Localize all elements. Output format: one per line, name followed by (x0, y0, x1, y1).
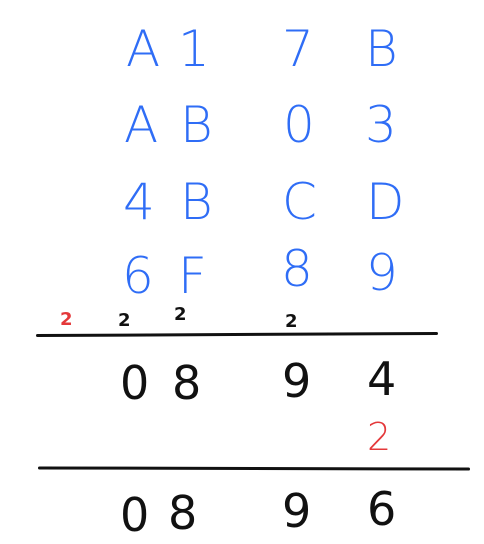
digit: F (178, 247, 207, 305)
digit: 1 (178, 20, 210, 78)
digit: B (180, 96, 213, 154)
digit: B (180, 173, 213, 231)
carry-digit-red: 2 (60, 309, 73, 330)
result-digit: 4 (367, 352, 397, 406)
digit: 7 (282, 20, 314, 78)
digit: D (366, 173, 405, 231)
carry-digit: 2 (118, 310, 131, 331)
sum-line-1 (35, 331, 439, 338)
digit: 3 (365, 96, 397, 154)
digit: B (365, 20, 398, 78)
digit: 6 (122, 247, 154, 305)
sum-line-2 (37, 466, 471, 471)
final-digit: 0 (120, 488, 150, 542)
result-digit: 8 (172, 356, 202, 410)
digit: 9 (366, 244, 398, 302)
final-digit: 6 (367, 482, 397, 536)
final-digit: 9 (282, 484, 312, 538)
digit: 0 (283, 96, 315, 154)
digit: 8 (281, 240, 313, 298)
digit: A (124, 96, 159, 154)
digit: 4 (123, 173, 155, 231)
second-carry: 2 (367, 415, 392, 459)
digit: A (126, 20, 161, 78)
carry-digit: 2 (174, 304, 187, 325)
digit: C (282, 173, 317, 231)
result-digit: 9 (282, 354, 312, 408)
result-digit: 0 (120, 356, 150, 410)
final-digit: 8 (168, 486, 198, 540)
carry-digit: 2 (285, 311, 298, 332)
